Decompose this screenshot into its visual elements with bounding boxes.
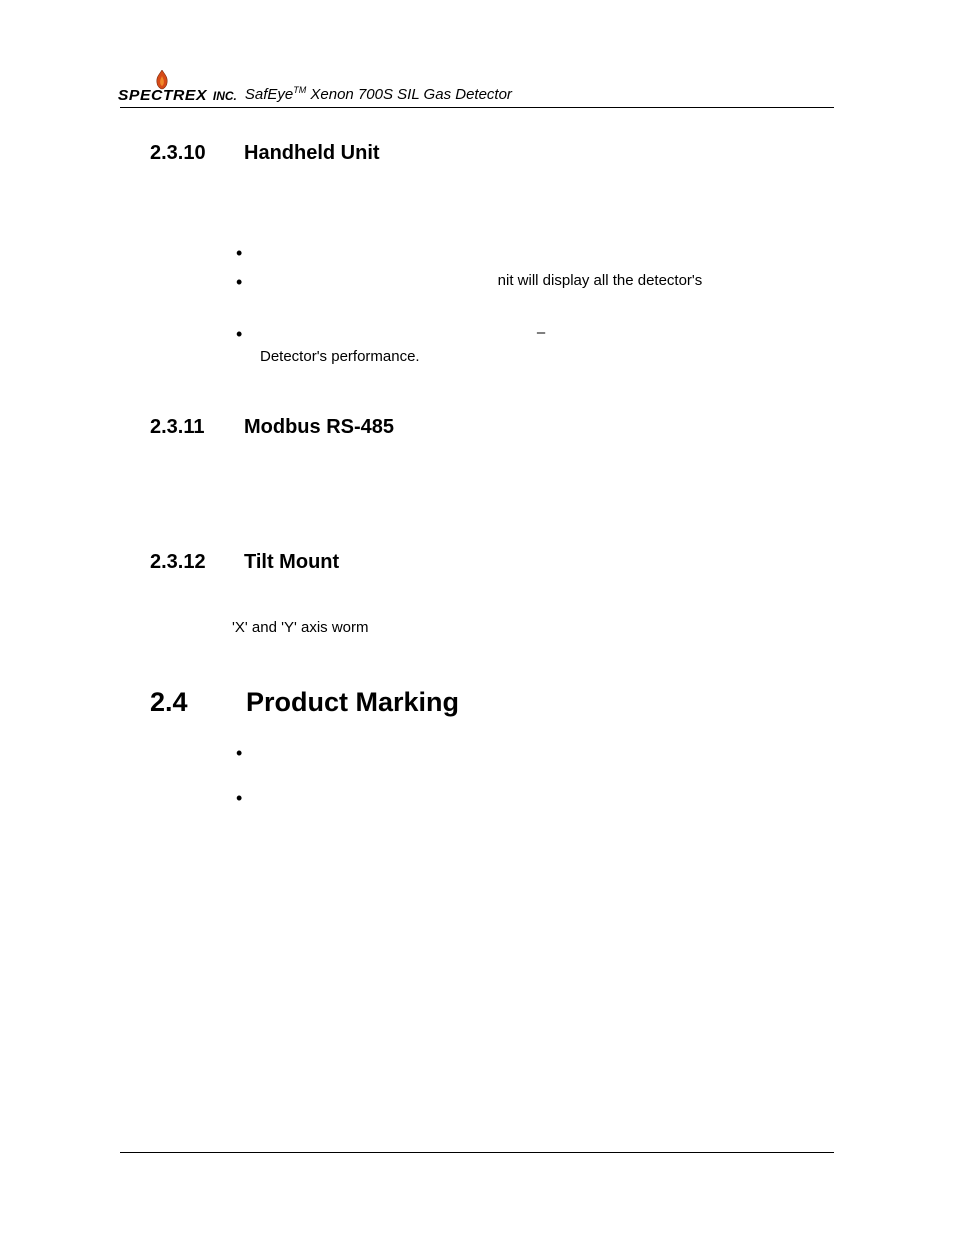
heading-2-4: 2.4 Product Marking xyxy=(150,687,834,718)
list-item: During maintenance the handheld unit wil… xyxy=(260,269,834,316)
section-2-3-10-body: The handheld diagnostic unit communicate… xyxy=(232,183,834,368)
list-item: Manufacturer name and address, model and… xyxy=(260,740,834,763)
heading-title: Product Marking xyxy=(246,687,459,718)
product-prefix: SafEye xyxy=(245,86,293,103)
visible-dash: – xyxy=(537,324,545,341)
visible-text: 'X' and 'Y' axis worm xyxy=(232,619,369,636)
intro-para: The handheld diagnostic unit communicate… xyxy=(232,183,834,230)
section-2-3-11-body: The detector supports Modbus RS-485 seri… xyxy=(232,457,834,504)
product-suffix: Xenon 700S SIL Gas Detector xyxy=(306,86,512,103)
list-item: Hazardous area approval markings and cer… xyxy=(260,785,834,808)
brand-suffix: INC. xyxy=(213,89,237,103)
brand-name: SPECTREX xyxy=(118,88,207,103)
heading-number: 2.4 xyxy=(150,687,210,718)
list-item: Assists in alignment of transmitter and … xyxy=(260,240,834,263)
brand-logo: SPECTREX xyxy=(120,70,205,103)
footer-left xyxy=(120,1159,124,1175)
visible-text: nit will display all the detector's xyxy=(498,272,703,289)
tilt-mount-text: 'X' and 'Y' axis worm drives for precise… xyxy=(232,616,834,639)
heading-number: 2.3.12 xyxy=(150,551,220,574)
bullet-list: Assists in alignment of transmitter and … xyxy=(232,240,834,368)
heading-number: 2.3.11 xyxy=(150,416,220,439)
section-2-4-body: Manufacturer name and address, model and… xyxy=(232,740,834,809)
intro-para: The detector supports Modbus RS-485 seri… xyxy=(232,457,834,504)
section-2-3-12-body: A stainless-steel tilt mount is availabl… xyxy=(232,592,834,639)
heading-2-3-12: 2.3.12 Tilt Mount xyxy=(150,551,834,574)
heading-title: Handheld Unit xyxy=(244,142,380,165)
page-footer xyxy=(120,1152,834,1175)
page: SPECTREX INC. SafEyeTM Xenon 700S SIL Ga… xyxy=(0,0,954,1235)
heading-number: 2.3.10 xyxy=(150,142,220,165)
page-header: SPECTREX INC. SafEyeTM Xenon 700S SIL Ga… xyxy=(120,70,834,108)
visible-text: Detector's performance. xyxy=(260,348,420,365)
product-title: SafEyeTM Xenon 700S SIL Gas Detector xyxy=(245,85,512,103)
heading-2-3-11: 2.3.11 Modbus RS-485 xyxy=(150,416,834,439)
bullet-list: Manufacturer name and address, model and… xyxy=(232,740,834,809)
footer-right xyxy=(830,1159,834,1175)
list-item: Programming the detector function levels… xyxy=(260,321,834,368)
heading-title: Tilt Mount xyxy=(244,551,339,574)
trademark: TM xyxy=(293,85,306,95)
heading-2-3-10: 2.3.10 Handheld Unit xyxy=(150,142,834,165)
heading-title: Modbus RS-485 xyxy=(244,416,394,439)
intro-para: A stainless-steel tilt mount is availabl… xyxy=(232,592,834,615)
